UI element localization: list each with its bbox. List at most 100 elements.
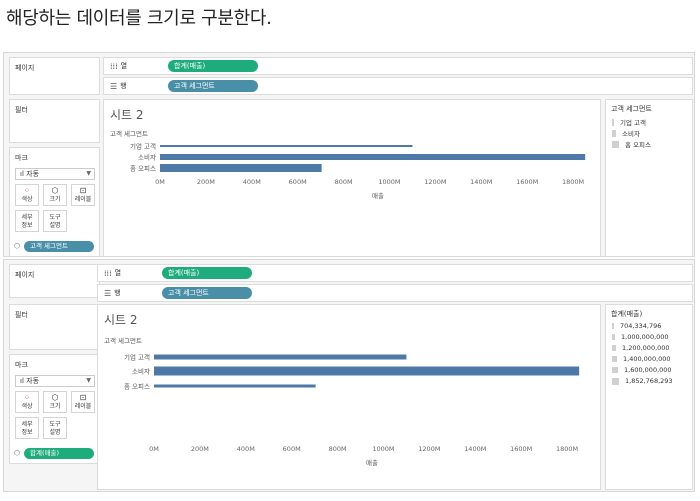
sheet-view-1: 시트 2 고객 세그먼트 0M 200M 400M 600M 800M 1000M 1200… [103,99,601,256]
marks-segment-pill[interactable]: 고객 세그먼트 [24,241,94,252]
bar-chart-2: 고객 세그먼트 0M 200M 400M 600M 800M 1000M 1200M 1400… [104,336,580,467]
legend-label: 1,852,768,293 [625,377,673,385]
x-tick-label: 600M [289,178,307,186]
pages-card[interactable]: 페이지 [9,264,100,298]
chevron-down-icon: ▼ [86,170,91,177]
marks-title: 마크 [15,361,28,369]
label-icon: ⊡ [79,393,87,402]
sheet-view-2: 시트 2 고객 세그먼트 0M 200M 400M 600M 800M 1000M 1200… [97,304,601,490]
category-label: 기업 고객 [124,352,150,361]
x-tick-label: 200M [197,178,215,186]
rows-pill[interactable]: 고객 세그먼트 [168,80,258,92]
x-tick-label: 200M [191,445,209,453]
rows-icon: ☰ [104,288,112,298]
marks-card: 마크 ıl 자동 ▼ ⁘ 색상 ⬡ 크기 ⊡ 레이블 세부 정보 도구 설명 ⬡… [9,354,100,464]
filters-title: 필터 [15,311,28,319]
legend-item[interactable]: 704,334,796 [612,322,661,330]
mark-type-dropdown[interactable]: ıl 자동 ▼ [15,168,95,180]
row-header: 고객 세그먼트 [110,129,148,138]
columns-icon: ⁞⁞⁞ [110,61,118,71]
columns-pill[interactable]: 합계(매출) [162,267,252,279]
x-tick-label: 1400M [470,178,492,186]
legend-label: 1,000,000,000 [621,333,669,341]
legend-2[interactable]: 합계(매출) 704,334,796 1,000,000,000 1,200,0… [605,304,693,490]
detail-label-2: 정보 [21,222,33,229]
columns-shelf-label-wrap: ⁞⁞⁞ 열 [104,268,121,278]
legend-item[interactable]: 1,600,000,000 [612,366,672,374]
columns-shelf[interactable]: ⁞⁞⁞ 열 합계(매출) [103,57,693,75]
rows-shelf[interactable]: ☰ 행 고객 세그먼트 [103,77,693,95]
filters-title: 필터 [15,106,28,114]
color-button[interactable]: ⁘ 색상 [15,391,39,413]
filters-card[interactable]: 필터 [9,99,100,143]
legend-swatch [612,367,618,373]
legend-item[interactable]: 기업 고객 [612,117,646,127]
label-label: 레이블 [74,196,92,203]
mark-type-dropdown[interactable]: ıl 자동 ▼ [15,375,95,387]
label-label: 레이블 [74,403,92,410]
legend-title: 합계(매출) [611,310,643,318]
rows-shelf-label-wrap: ☰ 행 [104,288,121,298]
legend-swatch [612,118,614,126]
tooltip-label-1: 도구 [49,214,61,221]
category-label: 홈 오피스 [124,381,150,390]
legend-item[interactable]: 1,200,000,000 [612,344,670,352]
legend-label: 704,334,796 [620,322,662,330]
tableau-screenshot-1: 페이지 필터 마크 ıl 자동 ▼ ⁘ 색상 ⬡ 크기 ⊡ 레이블 세부 정보 … [3,52,695,257]
legend-item[interactable]: 홈 오피스 [612,139,651,149]
rows-pill[interactable]: 고객 세그먼트 [162,287,252,299]
label-button[interactable]: ⊡ 레이블 [71,184,95,206]
color-label: 색상 [21,196,33,203]
pages-title: 페이지 [15,64,35,72]
x-tick-label: 600M [283,445,301,453]
sheet-title: 시트 2 [110,108,144,122]
legend-swatch [612,334,615,340]
label-button[interactable]: ⊡ 레이블 [71,391,95,413]
detail-button[interactable]: 세부 정보 [15,417,39,439]
filters-card[interactable]: 필터 [9,304,100,350]
tooltip-label-2: 설명 [49,222,61,229]
chevron-down-icon: ▼ [86,377,91,384]
legend-1[interactable]: 고객 세그먼트 기업 고객 소비자 홈 오피스 [605,99,693,256]
x-tick-label: 1600M [510,445,532,453]
bar[interactable] [154,366,580,376]
x-tick-label: 1800M [562,178,584,186]
legend-item[interactable]: 1,000,000,000 [612,333,669,341]
legend-label: 소비자 [622,130,640,138]
columns-pill[interactable]: 합계(매출) [168,60,258,72]
bar-chart-icon: ıl [20,170,27,178]
tooltip-label-2: 설명 [49,429,61,436]
columns-shelf-label-wrap: ⁞⁞⁞ 열 [110,61,127,71]
size-icon: ⬡ [51,186,59,195]
legend-item[interactable]: 1,400,000,000 [612,355,671,363]
legend-item[interactable]: 1,852,768,293 [612,377,673,385]
tooltip-button[interactable]: 도구 설명 [43,210,67,232]
bar[interactable] [154,354,407,360]
columns-label: 열 [120,62,128,70]
legend-item[interactable]: 소비자 [612,128,640,138]
detail-label-2: 정보 [21,429,33,436]
tooltip-button[interactable]: 도구 설명 [43,417,67,439]
rows-label: 행 [120,82,127,90]
sheet-title: 시트 2 [104,313,138,327]
category-label: 소비자 [132,366,150,375]
bar[interactable] [160,164,322,172]
category-label: 소비자 [138,152,156,161]
columns-shelf[interactable]: ⁞⁞⁞ 열 합계(매출) [97,264,693,282]
legend-label: 1,200,000,000 [622,344,670,352]
size-button[interactable]: ⬡ 크기 [43,184,67,206]
bar[interactable] [160,154,586,160]
color-label: 색상 [21,403,33,410]
bar[interactable] [154,384,316,388]
detail-button[interactable]: 세부 정보 [15,210,39,232]
size-button[interactable]: ⬡ 크기 [43,391,67,413]
marks-sales-pill[interactable]: 합계(매출) [24,448,94,459]
legend-label: 홈 오피스 [625,141,651,149]
rows-shelf[interactable]: ☰ 행 고객 세그먼트 [97,284,693,302]
x-tick-label: 1600M [516,178,538,186]
rows-icon: ☰ [110,81,118,91]
bar[interactable] [160,145,413,147]
pages-card[interactable]: 페이지 [9,57,100,95]
color-button[interactable]: ⁘ 색상 [15,184,39,206]
mark-type-value: 자동 [26,377,40,385]
